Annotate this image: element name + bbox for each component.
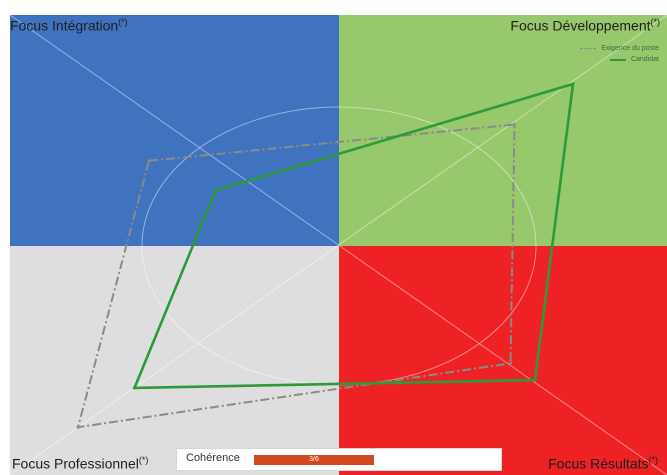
point-candidat-0	[214, 189, 217, 193]
grid-diagonal-anti	[9, 14, 667, 475]
quadrant-label-integration-text: Focus Intégration	[10, 17, 119, 34]
legend-item-exigence: Exigence du poste	[580, 43, 659, 54]
quadrant-label-professionnel-text: Focus Professionnel	[12, 455, 139, 472]
point-candidat-2	[533, 378, 537, 382]
point-exigence-2	[509, 361, 512, 365]
legend-swatch-exigence	[580, 48, 597, 49]
quadrant-label-integration: Focus Intégration(*)	[10, 17, 128, 34]
point-exigence-1	[513, 123, 516, 126]
grid-diagonal-main	[9, 14, 667, 475]
quadrant-label-professionnel: Focus Professionnel(*)	[12, 455, 148, 472]
point-exigence-0	[147, 159, 151, 163]
quadrant-label-developpement-mark: (*)	[650, 17, 661, 27]
point-candidat-1	[571, 82, 575, 86]
quadrant-label-developpement-text: Focus Développement	[510, 17, 651, 34]
legend-item-candidat: Candidat	[580, 54, 659, 65]
coherence-progress-fill	[254, 455, 374, 465]
quadrant-label-integration-mark: (*)	[118, 17, 128, 27]
point-exigence-3	[76, 425, 80, 429]
point-candidat-3	[133, 386, 136, 390]
legend-label-exigence: Exigence du poste	[601, 45, 659, 52]
quadrant-label-professionnel-mark: (*)	[138, 455, 149, 465]
quadrant-label-resultats-text: Focus Résultats	[548, 455, 649, 472]
quadrant-label-developpement: Focus Développement(*)	[510, 17, 660, 34]
coherence-label: Cohérence	[186, 452, 240, 464]
quadrant-top-right	[339, 15, 667, 246]
quadrant-label-resultats: Focus Résultats(*)	[548, 455, 658, 472]
quadrant-label-resultats-mark: (*)	[648, 455, 659, 465]
coherence-progress-track: 3/6	[254, 455, 494, 465]
quadrant-top-left	[10, 15, 339, 246]
quadrant-bottom-left	[10, 246, 339, 475]
quadrant-bottom-right	[339, 246, 667, 475]
legend-label-candidat: Candidat	[630, 56, 659, 63]
coherence-panel: Cohérence 3/6	[176, 448, 502, 471]
coherence-value-text: 3/6	[309, 456, 319, 463]
legend-swatch-candidat	[609, 58, 626, 61]
chart-legend: Exigence du poste Candidat	[580, 43, 659, 65]
